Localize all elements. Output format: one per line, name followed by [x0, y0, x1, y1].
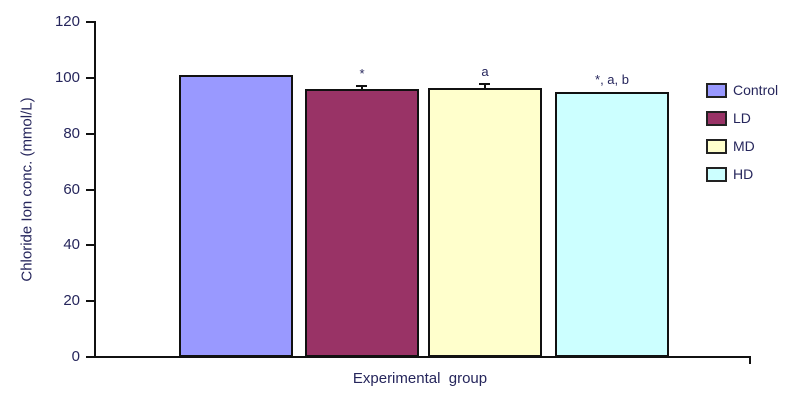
legend-label-control: Control: [733, 82, 779, 98]
legend-swatch-md: [706, 138, 727, 154]
y-tick-label: 60: [63, 181, 80, 198]
legend-item-control: Control: [706, 76, 778, 104]
bar-ld: [305, 89, 419, 357]
x-axis-end-tick: [749, 356, 751, 364]
significance-annotation-hd: *, a, b: [595, 72, 629, 87]
legend-swatch-ld: [706, 110, 727, 126]
y-tick-mark: [86, 356, 95, 358]
legend-swatch-hd: [706, 166, 727, 182]
legend-label-md: MD: [733, 138, 755, 154]
x-axis-title: Experimental group: [352, 370, 488, 387]
legend-label-ld: LD: [733, 110, 751, 126]
bar-md: [428, 88, 542, 357]
y-tick-label: 80: [63, 125, 80, 142]
significance-annotation-ld: *: [359, 66, 365, 81]
error-bar-ld: [361, 86, 363, 89]
y-axis-line: [94, 21, 96, 358]
bar-hd: [555, 92, 669, 357]
y-tick-label: 0: [71, 348, 80, 365]
legend-item-md: MD: [706, 132, 778, 160]
y-tick-label: 100: [54, 69, 80, 86]
y-tick-mark: [86, 133, 95, 135]
error-bar-md: [484, 84, 486, 88]
legend-item-ld: LD: [706, 104, 778, 132]
y-tick-label: 120: [54, 13, 80, 30]
significance-annotation-md: a: [481, 64, 489, 79]
error-bar-cap-md: [479, 83, 490, 85]
y-tick-mark: [86, 300, 95, 302]
y-tick-mark: [86, 77, 95, 79]
y-tick-mark: [86, 244, 95, 246]
bar-control: [179, 75, 293, 357]
y-tick-label: 40: [63, 236, 80, 253]
y-tick-mark: [86, 21, 95, 23]
y-tick-label: 20: [63, 292, 80, 309]
legend-item-hd: HD: [706, 160, 778, 188]
chart-legend: Control LD MD HD: [706, 76, 778, 188]
legend-label-hd: HD: [733, 166, 754, 182]
error-bar-cap-ld: [356, 85, 367, 87]
y-tick-mark: [86, 189, 95, 191]
legend-swatch-control: [706, 82, 727, 98]
x-axis-line: [94, 356, 751, 358]
